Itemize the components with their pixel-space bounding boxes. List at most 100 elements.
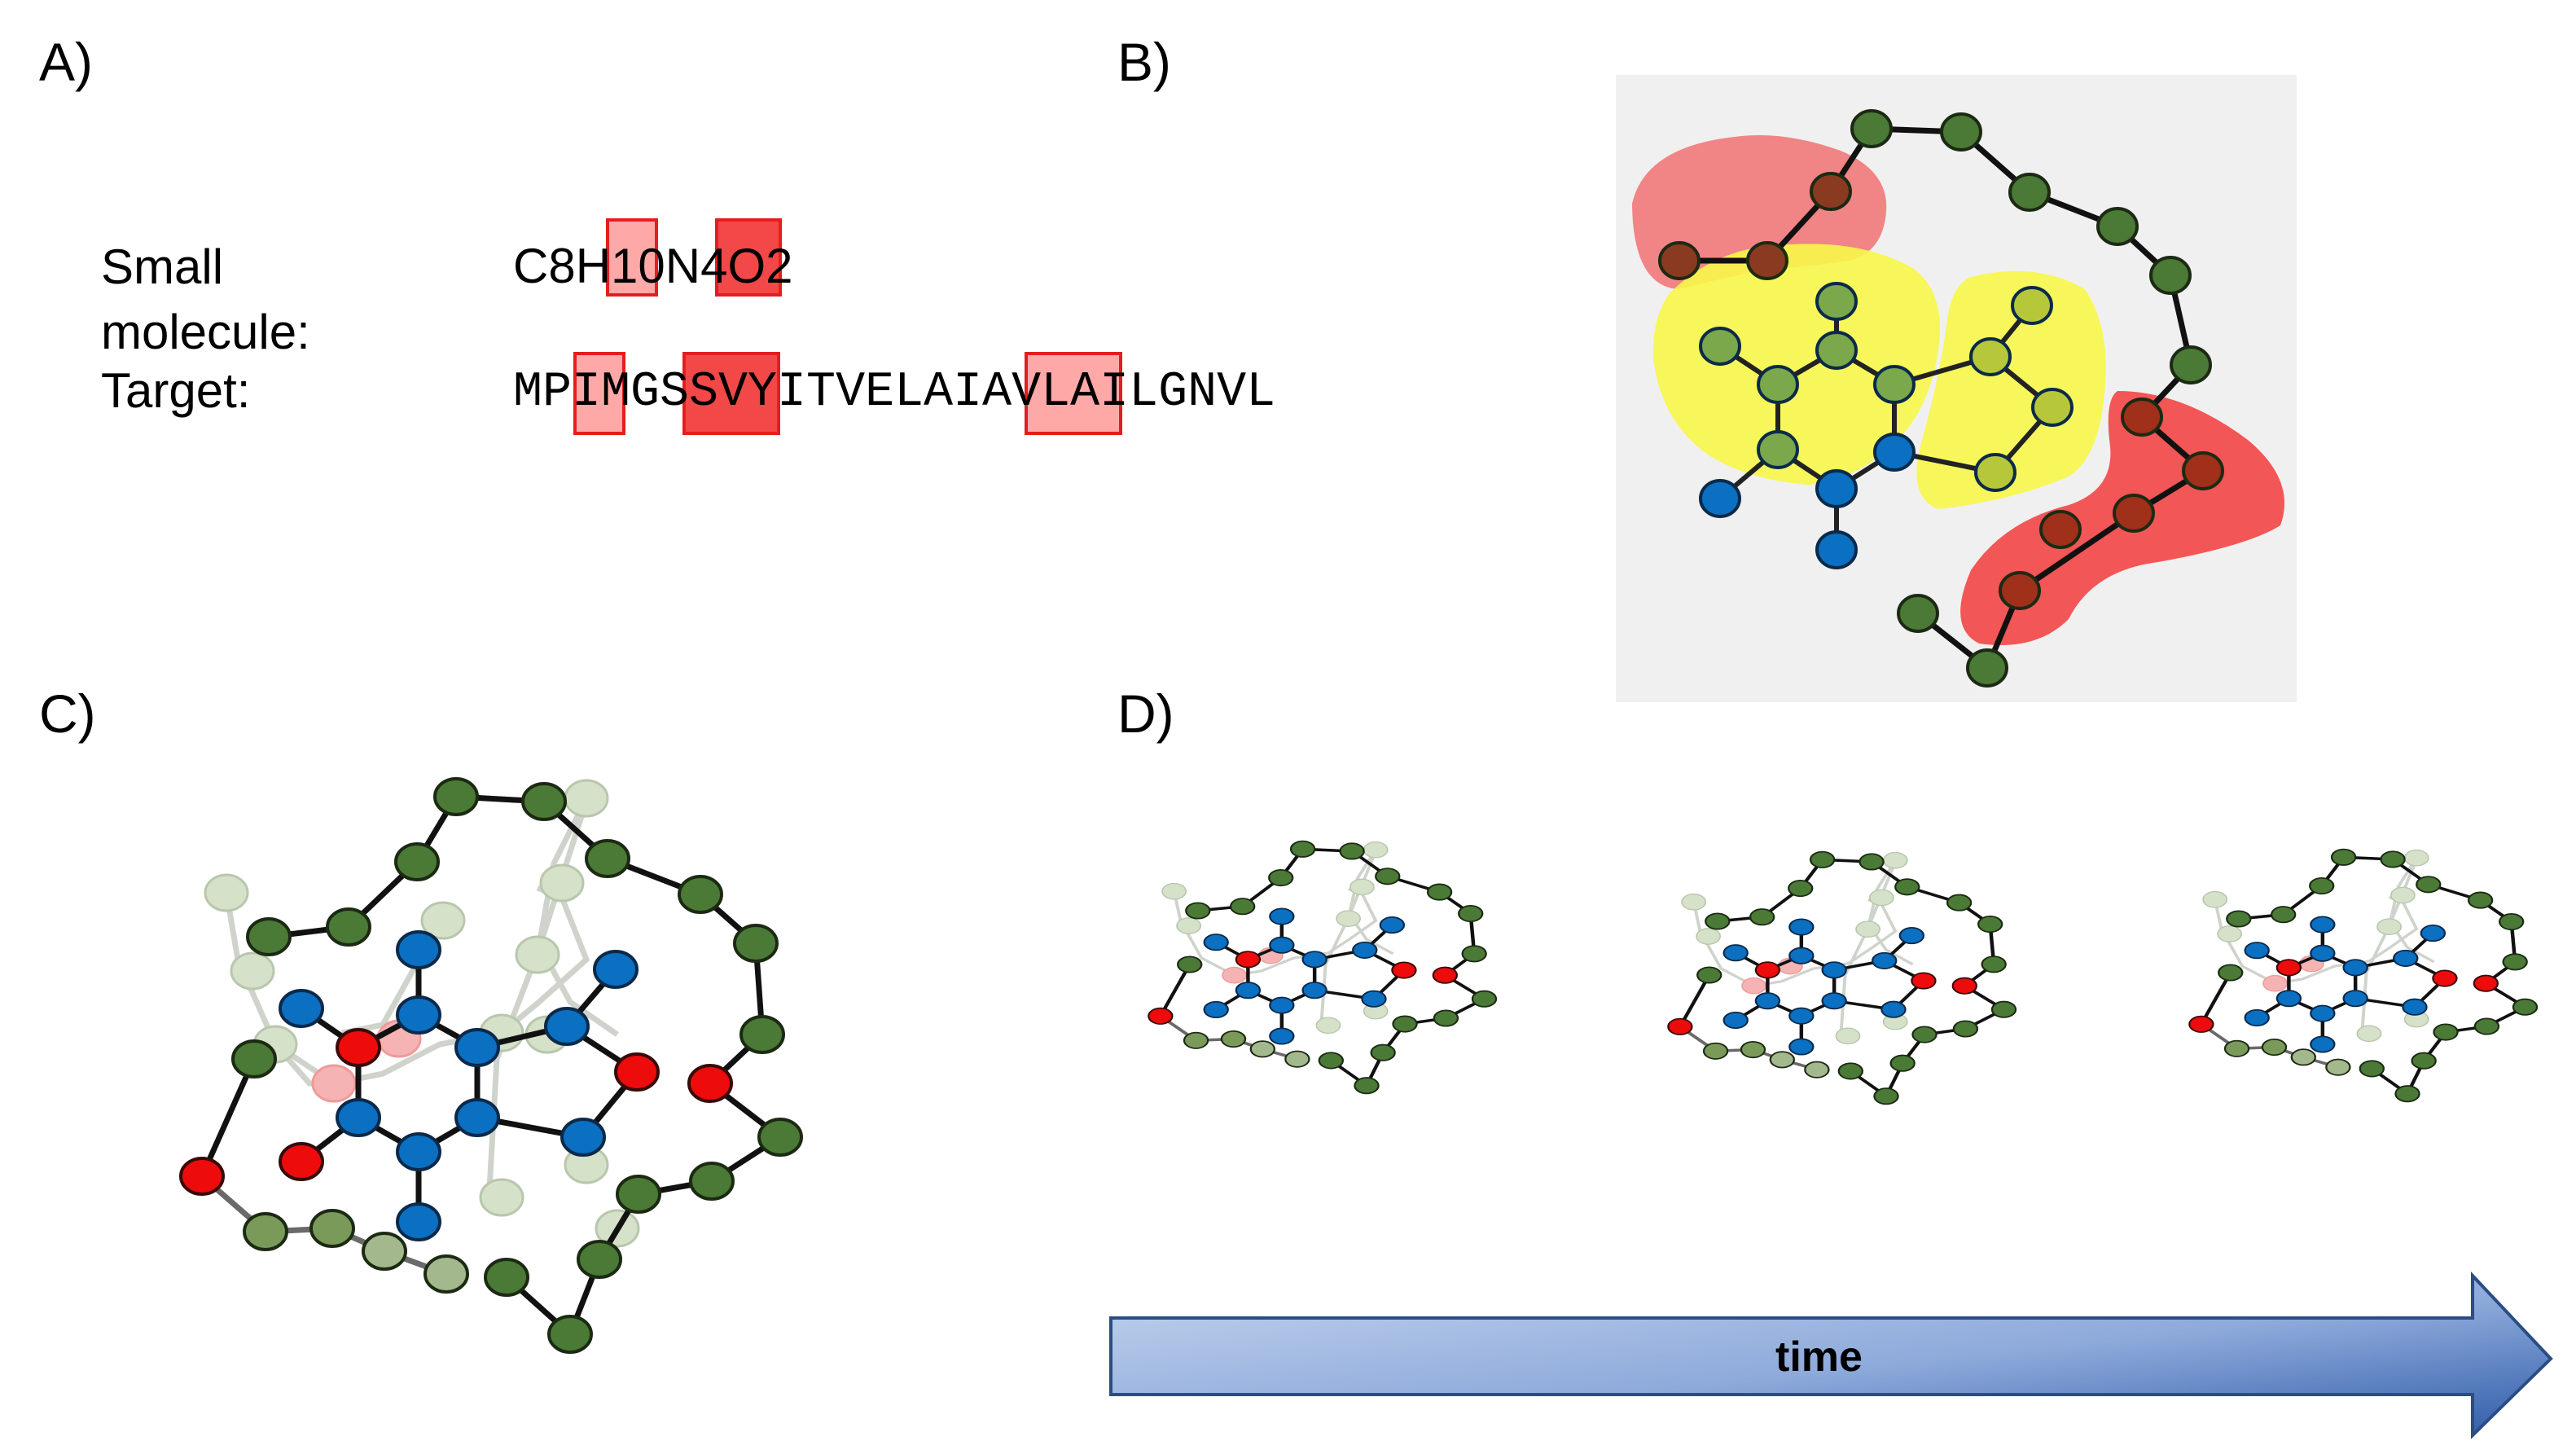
- faded-chain: [223, 885, 590, 1087]
- chain-node: [739, 1015, 785, 1054]
- ligand-node: [1873, 365, 1916, 404]
- chain-node: [2121, 398, 2163, 437]
- ligand-node: [396, 930, 441, 969]
- ligand-node: [1699, 327, 1741, 366]
- faded-node: [420, 901, 466, 940]
- panel-c-chain-nodes: [231, 777, 803, 1354]
- ligand-node: [1757, 430, 1799, 469]
- yellow-region-left: [1652, 244, 1940, 485]
- chain-node: [547, 1315, 593, 1354]
- chain-node: [231, 1039, 277, 1079]
- ligand-node: [1815, 282, 1858, 321]
- chain-node: [585, 839, 630, 878]
- time-arrow-label: time: [1775, 1333, 1863, 1381]
- faded-node: [204, 873, 249, 912]
- chain-node: [423, 1254, 469, 1294]
- panel-b-ligand-nodes: [1699, 282, 2074, 569]
- snapshot-1: [1148, 841, 1496, 1094]
- ligand-node: [544, 1007, 590, 1046]
- yellow-region-right: [1916, 270, 2106, 509]
- chain-node: [577, 1240, 622, 1279]
- chain-node: [309, 1209, 355, 1248]
- chain-node: [326, 907, 371, 947]
- faded-node: [230, 951, 275, 991]
- ligand-node: [396, 1202, 441, 1241]
- target-highlight-svy: [682, 352, 780, 435]
- faded-node: [479, 1178, 524, 1217]
- chain-node: [484, 1258, 529, 1297]
- chain-node: [246, 917, 292, 956]
- chain-node: [1746, 241, 1788, 280]
- target-label: Target:: [101, 363, 251, 418]
- panel-label-b: B): [1117, 32, 1171, 92]
- faded-node: [515, 935, 560, 974]
- oxygen-node: [179, 1157, 225, 1196]
- snapshot-3: [2189, 850, 2537, 1102]
- faded-oxygen-node: [311, 1064, 357, 1103]
- ligand-node: [1815, 331, 1858, 370]
- small-molecule-label: Small molecule:: [101, 235, 310, 365]
- panel-c-chain-bonds: [199, 793, 786, 1339]
- chain-node: [757, 1118, 803, 1157]
- chain-node: [1658, 241, 1701, 280]
- ligand-node: [1815, 530, 1858, 569]
- ligand-node: [1815, 469, 1858, 508]
- small-molecule-label-line1: Small: [101, 239, 224, 294]
- small-molecule-label-line2: molecule:: [101, 305, 310, 359]
- chain-node: [1850, 109, 1893, 148]
- chain-backbone: [199, 1057, 257, 1178]
- ligand-node: [1969, 337, 2012, 376]
- ligand-node: [336, 1098, 381, 1137]
- chain-node: [616, 1175, 661, 1214]
- chain-node: [1966, 648, 2008, 688]
- oxygen-node: [336, 1028, 381, 1067]
- chain-node: [1810, 172, 1852, 211]
- chain-node: [733, 924, 779, 963]
- panel-b-chain-nodes: [1658, 109, 2224, 688]
- ligand-node: [1699, 479, 1741, 518]
- ligand-node: [560, 1118, 606, 1157]
- ligand-node: [1974, 453, 2016, 492]
- chain-node: [433, 777, 479, 816]
- ligand-node: [396, 1132, 441, 1171]
- ligand-node: [454, 1098, 500, 1137]
- oxygen-node: [279, 1142, 324, 1181]
- time-arrow: [1109, 1271, 2553, 1439]
- ligand-node: [279, 989, 324, 1028]
- oxygen-node: [614, 1052, 660, 1092]
- oxygen-node: [687, 1064, 733, 1103]
- formula-highlight-h10: [606, 218, 658, 297]
- panel-c-oxygen-nodes: [179, 1028, 733, 1196]
- chain-node: [1897, 594, 1939, 633]
- chain-node: [2096, 207, 2139, 246]
- panel-c-ligand-nodes: [279, 930, 639, 1241]
- ligand-node: [454, 1028, 500, 1067]
- chain-node: [1999, 571, 2041, 610]
- chain-node: [2170, 345, 2212, 384]
- panel-label-c: C): [39, 683, 96, 744]
- formula-highlight-4o: [715, 218, 782, 297]
- ligand-node: [396, 995, 441, 1035]
- ligand-node: [593, 950, 639, 989]
- chain-node: [394, 842, 440, 881]
- target-sequence: MPIMGSSVYITVELAIAVLAILGNVL: [513, 365, 1276, 420]
- chain-node: [2149, 256, 2192, 295]
- chain-node: [689, 1162, 735, 1201]
- chain-node: [362, 1232, 407, 1271]
- faded-node: [539, 863, 585, 903]
- chain-node: [2039, 510, 2082, 549]
- ligand-node: [2031, 388, 2074, 427]
- small-molecule-formula: C8H10N4O2: [513, 239, 793, 293]
- ligand-node: [1757, 365, 1799, 404]
- chain-node: [2182, 451, 2224, 490]
- ligand-node: [1873, 433, 1916, 472]
- chain-node: [2113, 494, 2155, 533]
- chain-node: [2008, 173, 2051, 212]
- snapshot-2: [1668, 852, 2016, 1105]
- panel-label-a: A): [39, 32, 93, 92]
- panel-label-d: D): [1117, 683, 1174, 744]
- chain-node: [243, 1212, 288, 1251]
- ligand-node: [2011, 286, 2053, 325]
